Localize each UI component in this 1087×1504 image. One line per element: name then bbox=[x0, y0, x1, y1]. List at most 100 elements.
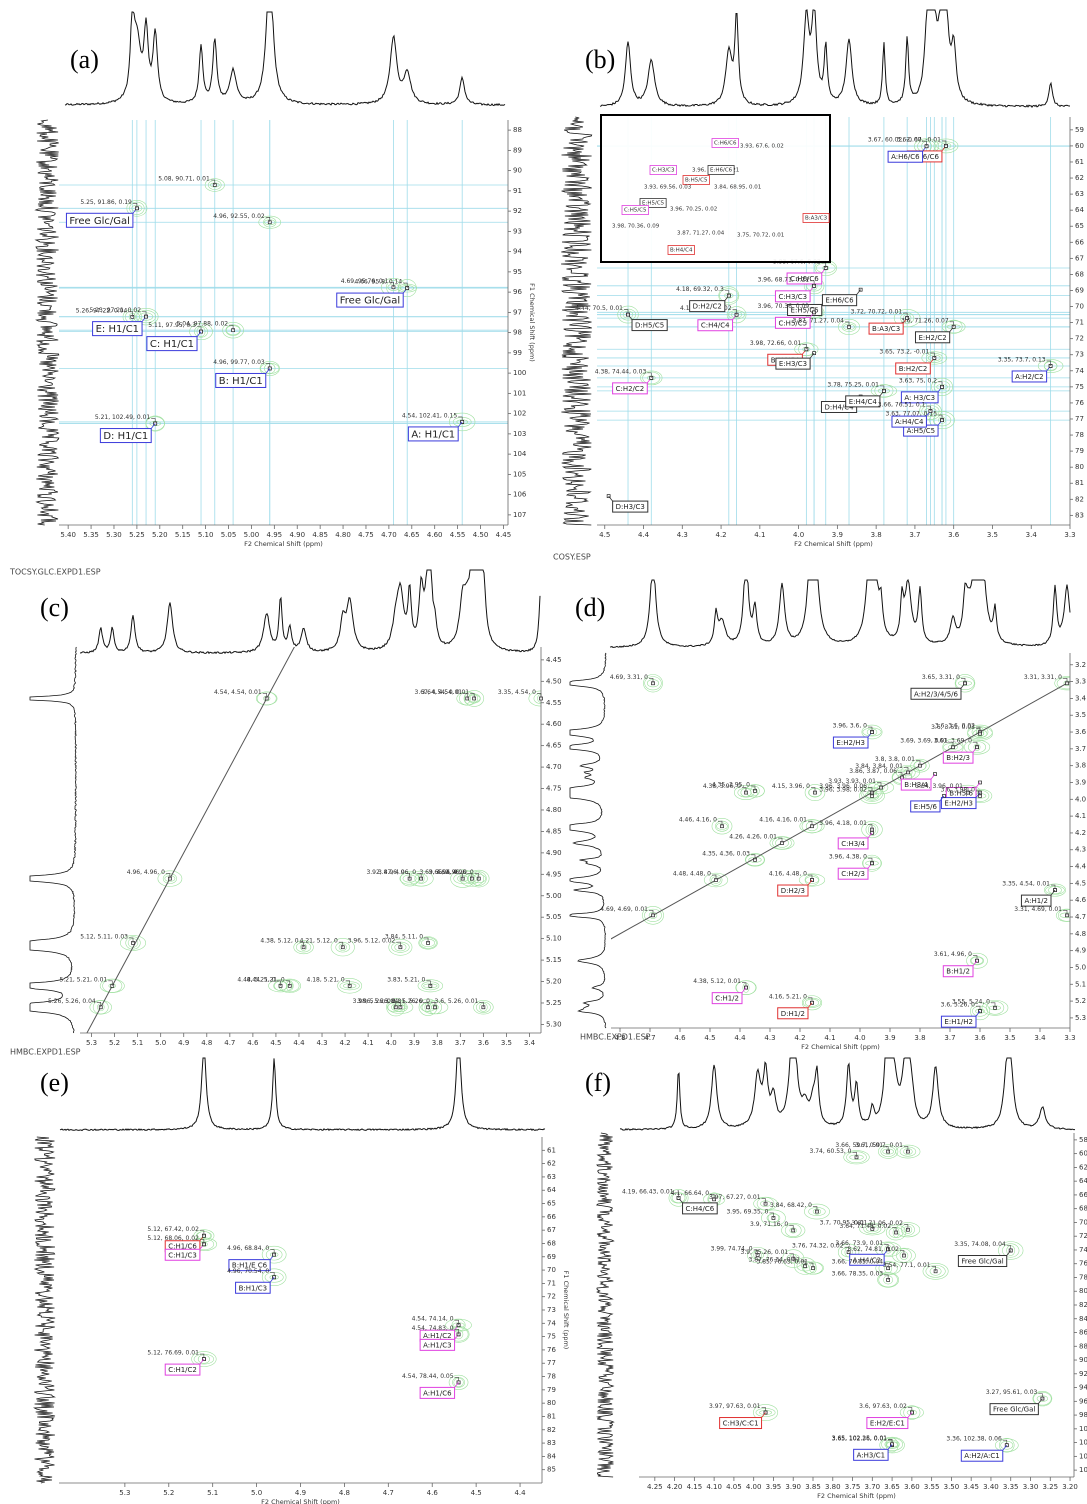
contour bbox=[794, 1257, 817, 1275]
peak-assignment: Free Glc/Gal bbox=[69, 216, 129, 227]
contour bbox=[877, 1272, 900, 1288]
x-tick-label: 3.9 bbox=[884, 1034, 895, 1042]
label-leader bbox=[812, 1206, 818, 1212]
contour bbox=[418, 998, 438, 1016]
panel: (e) 5.3 5.2 5.1 5.0 4.9 4.8 4.7 4.6 4.5 4.4 61 62 63 6… bbox=[33, 1057, 570, 1504]
x-tick-label: 5.2 bbox=[109, 1039, 120, 1047]
peak-label: 5.26, 97.22, 0.04 bbox=[76, 307, 128, 314]
panel-label: (e) bbox=[40, 1068, 69, 1097]
y-tick-label: 103 bbox=[513, 430, 526, 438]
assignment-box bbox=[65, 212, 134, 228]
x-tick-label: 3.4 bbox=[1034, 1034, 1046, 1042]
x-tick-label: 4.6 bbox=[674, 1034, 686, 1042]
label-leader bbox=[396, 1001, 401, 1008]
peak-label: 3.62, 4.96, 0 bbox=[436, 869, 474, 876]
y-tick-label: 75 bbox=[547, 1333, 556, 1341]
contour bbox=[464, 690, 485, 707]
x-tick-label: 4.1 bbox=[754, 531, 765, 539]
x-tick-label: 4.90 bbox=[289, 531, 305, 539]
label-leader bbox=[976, 790, 981, 796]
assignment-leader bbox=[454, 1382, 459, 1388]
peak-assignment: E:H5/C5 bbox=[791, 306, 819, 314]
assignment-box bbox=[612, 382, 648, 395]
y-tick-label: 3.4 bbox=[1075, 694, 1087, 702]
peak-label: 4.69, 3.31, 0 bbox=[610, 674, 648, 681]
y-tick-label: 60 bbox=[1079, 1150, 1087, 1158]
peak-label: 4.54, 4.54, 0.01 bbox=[214, 689, 262, 696]
contour bbox=[747, 1246, 769, 1264]
assignment-box bbox=[407, 426, 459, 442]
assignment-box bbox=[900, 391, 939, 404]
contour bbox=[387, 1000, 414, 1014]
contour bbox=[709, 874, 723, 886]
assignment-box bbox=[787, 303, 823, 316]
label-leader bbox=[884, 1274, 889, 1280]
contour bbox=[981, 999, 1009, 1016]
contour bbox=[617, 305, 639, 324]
label-leader bbox=[265, 216, 271, 223]
y-tick-label: 106 bbox=[513, 491, 527, 499]
peak-label: 3.76, 74.32, 0.02 bbox=[792, 1243, 844, 1250]
x-tick-label: 3.30 bbox=[1023, 1483, 1039, 1491]
y-tick-label: 4.80 bbox=[546, 806, 562, 814]
assignment-leader bbox=[196, 331, 202, 337]
y-tick-label: 60 bbox=[1075, 142, 1084, 150]
peak-label: 3.9, 71.16, 0 bbox=[750, 1221, 788, 1228]
peak-label: 5.12, 76.69, 0.01 bbox=[147, 1350, 199, 1357]
peak-label: 3.55, 5.24, 0 bbox=[952, 998, 990, 1005]
x-tick-label: 3.7 bbox=[455, 1039, 466, 1047]
y-tick-label: 98 bbox=[1079, 1411, 1087, 1419]
y-tick-label: 3.2 bbox=[1075, 661, 1086, 669]
y-tick-label: 65 bbox=[1075, 222, 1084, 230]
peak-label: 4.96, 92.55, 0.02 bbox=[213, 213, 265, 220]
label-leader bbox=[778, 837, 783, 844]
peak-assignment: E:H5/6 bbox=[914, 803, 938, 811]
x-tick-label: 4.45 bbox=[496, 531, 512, 539]
assignment-box bbox=[1011, 370, 1048, 383]
contour bbox=[718, 286, 740, 305]
x-tick-label: 5.10 bbox=[198, 531, 214, 539]
contour bbox=[640, 370, 663, 386]
peak-label: 3.9, 75.26, 0.01 bbox=[741, 1249, 789, 1256]
y-tick-label: 79 bbox=[547, 1386, 556, 1394]
inset-assignment: C:H6/C6 bbox=[714, 141, 737, 147]
label-leader bbox=[884, 1262, 889, 1269]
y-tick-label: 70 bbox=[1075, 303, 1084, 311]
x-tick-label: 5.15 bbox=[175, 531, 191, 539]
peak-label: 3.84, 3.84, 0.01 bbox=[855, 763, 903, 770]
assignment-box bbox=[786, 272, 823, 285]
inset-box bbox=[711, 138, 739, 148]
contour bbox=[878, 1272, 898, 1288]
contour bbox=[999, 1437, 1015, 1453]
label-leader bbox=[391, 1001, 397, 1008]
x-tick-label: 3.5 bbox=[501, 1039, 512, 1047]
x-tick-label: 4.2 bbox=[794, 1034, 805, 1042]
contour bbox=[921, 351, 948, 365]
peak-label: 3.81, 5.26, 0 bbox=[392, 998, 430, 1005]
inset-assignment: E:H5/C5 bbox=[642, 201, 665, 207]
peak-label: 5.21, 5.21, 0.01 bbox=[60, 976, 108, 983]
peak-label: 3.6, 97.63, 0.02 bbox=[859, 1403, 907, 1410]
y-tick-label: 76 bbox=[1075, 399, 1084, 407]
panel-label: (a) bbox=[70, 45, 99, 74]
contour bbox=[799, 819, 825, 833]
y-tick-label: 64 bbox=[1075, 206, 1084, 214]
contour bbox=[745, 853, 765, 867]
y-tick-label: 4.6 bbox=[1075, 896, 1087, 904]
x-tick-label: 3.45 bbox=[963, 1483, 979, 1491]
peak-assignment: E:H6/C6 bbox=[825, 297, 854, 305]
contour bbox=[878, 1144, 899, 1159]
contour bbox=[880, 1242, 896, 1257]
y-tick-label: 64 bbox=[1079, 1177, 1087, 1185]
peak-label: 5.12, 67.42, 0.02 bbox=[147, 1226, 199, 1233]
peak-label: 4.18, 5.21, 0 bbox=[307, 976, 345, 983]
label-leader bbox=[454, 1319, 459, 1326]
label-leader bbox=[710, 1194, 715, 1200]
panel-label: (b) bbox=[585, 45, 615, 74]
peak-label: 3.6, 5.26, 0.01 bbox=[434, 998, 478, 1005]
y-tick-label: 4.95 bbox=[546, 870, 562, 878]
peak-label: 3.31, 3.31, 0 bbox=[1024, 674, 1062, 681]
inset-box bbox=[667, 245, 695, 255]
label-leader bbox=[467, 873, 473, 879]
